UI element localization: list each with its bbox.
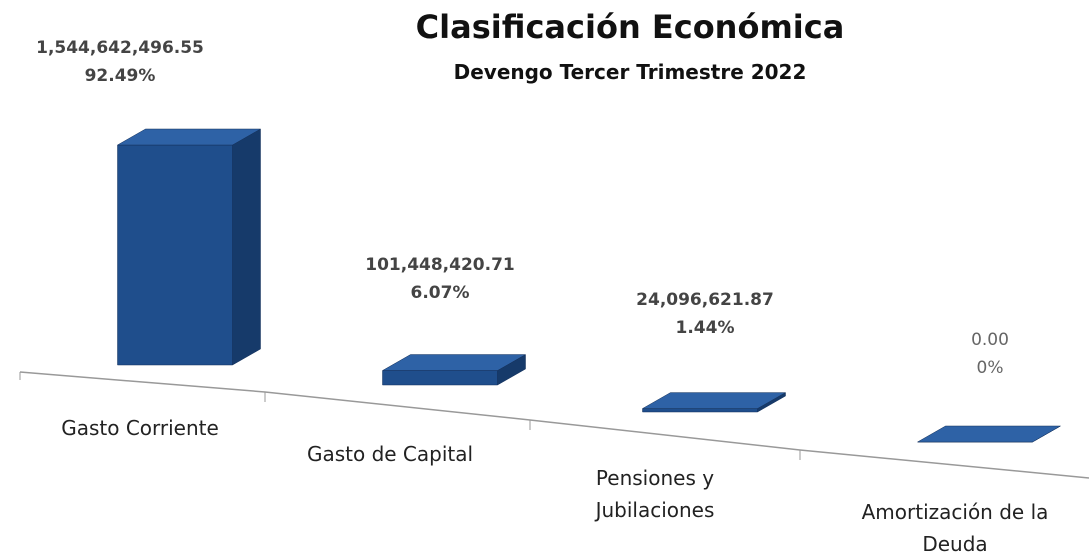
percentage-label: 1.44% [675, 318, 735, 338]
chart-subtitle: Devengo Tercer Trimestre 2022 [453, 60, 807, 84]
bar [916, 425, 1062, 443]
bar [641, 392, 787, 413]
percentage-label: 0% [976, 358, 1004, 378]
x-tick-label: Pensiones y Jubilaciones [595, 466, 715, 522]
bar-front [642, 408, 758, 413]
value-label: 1,544,642,496.55 [36, 38, 204, 58]
bar [116, 128, 262, 366]
value-label: 24,096,621.87 [636, 290, 774, 310]
bar-top [381, 354, 527, 371]
value-label: 0.00 [971, 330, 1009, 350]
percentage-label: 6.07% [410, 283, 470, 303]
value-label: 101,448,420.71 [365, 255, 515, 275]
percentage-label: 92.49% [84, 66, 156, 86]
bar [381, 354, 527, 386]
x-tick-label: Gasto de Capital [306, 442, 474, 466]
bar-side [232, 128, 261, 366]
bar-top [116, 128, 262, 146]
bar-front [382, 370, 498, 386]
bar-top [916, 425, 1062, 443]
chart-title: Clasificación Económica [415, 8, 845, 46]
x-tick-label: Gasto Corriente [61, 416, 219, 440]
bar-top [641, 392, 787, 409]
x-tick-label: Amortización de la Deuda [861, 500, 1049, 556]
bar-front [117, 144, 233, 366]
